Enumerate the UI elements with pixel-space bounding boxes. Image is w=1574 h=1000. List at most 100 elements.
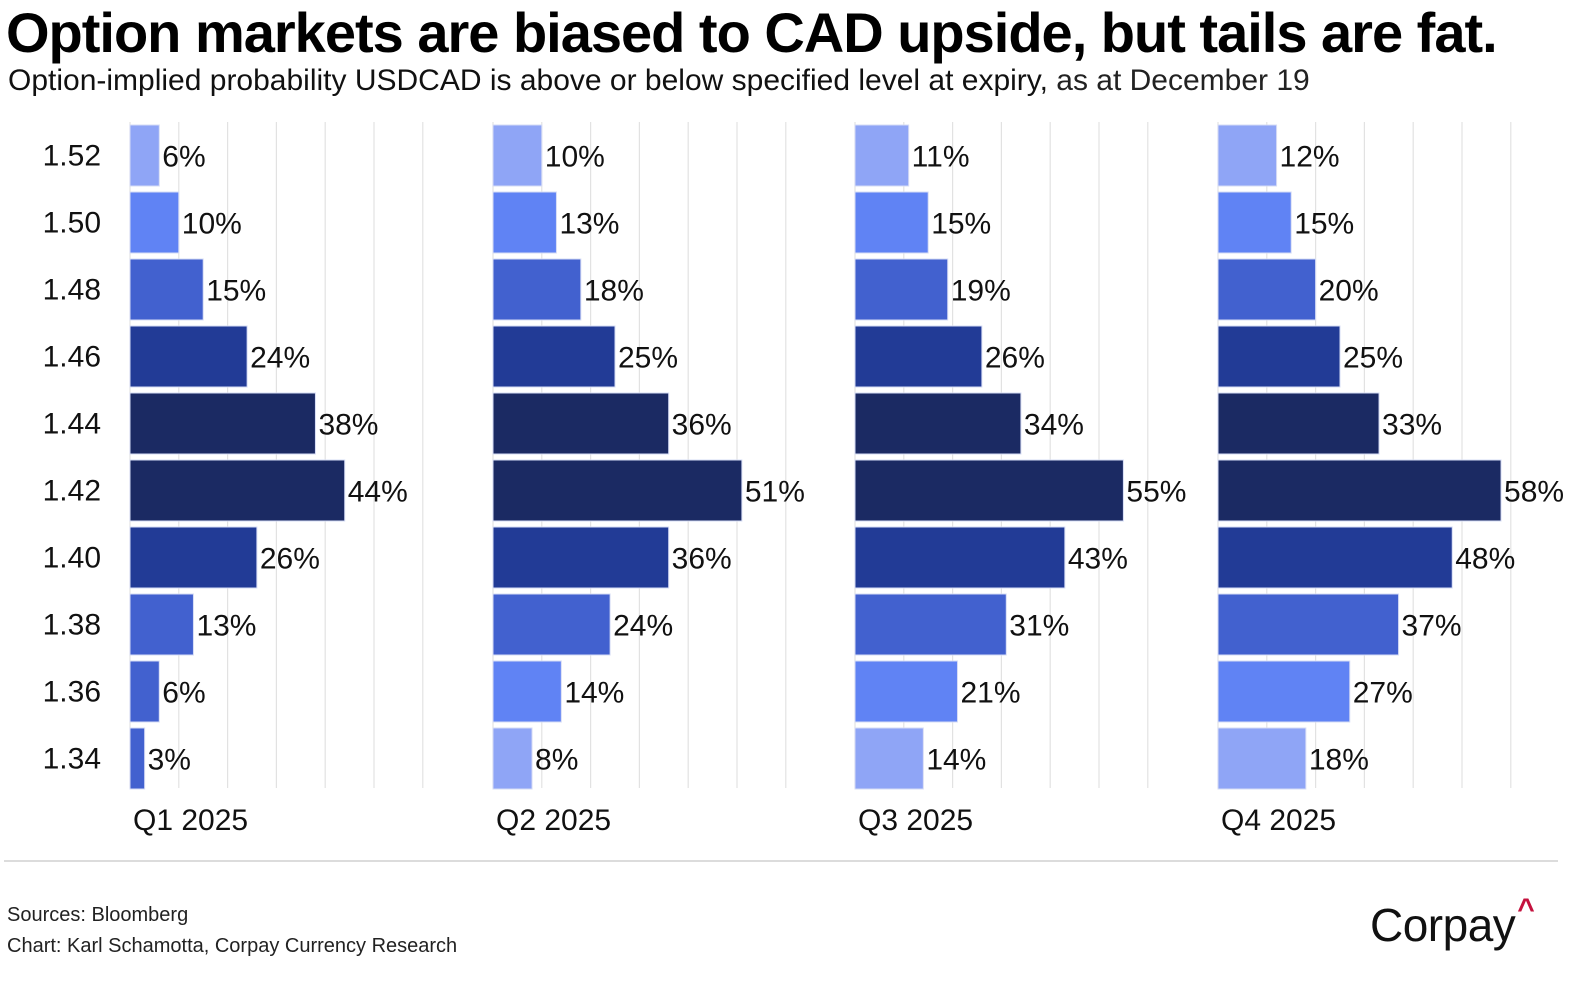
bar bbox=[129, 392, 316, 455]
logo-text: Corpay bbox=[1370, 899, 1516, 951]
bar bbox=[492, 392, 670, 455]
bar bbox=[1217, 325, 1341, 388]
chart-title: Option markets are biased to CAD upside,… bbox=[6, 1, 1498, 64]
data-label: 14% bbox=[564, 677, 624, 710]
bar bbox=[1217, 459, 1502, 522]
data-label: 20% bbox=[1319, 275, 1379, 308]
panel-q4-2025: 12% 15% 20% 25% 33% 58% 48% 37% 27% 18% Q4 2025 bbox=[1217, 122, 1564, 837]
y-tick-label: 1.50 bbox=[43, 207, 101, 240]
y-tick-label: 1.48 bbox=[43, 274, 101, 307]
bar bbox=[854, 191, 929, 254]
y-tick-label: 1.44 bbox=[43, 408, 101, 441]
data-label: 24% bbox=[250, 342, 310, 375]
data-label: 37% bbox=[1402, 610, 1462, 643]
data-label: 6% bbox=[162, 677, 205, 710]
bar bbox=[1217, 727, 1307, 790]
panel-label: Q2 2025 bbox=[496, 804, 611, 837]
data-label: 27% bbox=[1353, 677, 1413, 710]
data-label: 10% bbox=[545, 141, 605, 174]
bar bbox=[854, 593, 1007, 656]
data-label: 25% bbox=[618, 342, 678, 375]
panel-q2-2025: 10% 13% 18% 25% 36% 51% 36% 24% 14% 8% Q2 2025 bbox=[492, 122, 805, 837]
data-label: 24% bbox=[613, 610, 673, 643]
footer-divider bbox=[4, 860, 1558, 862]
bar bbox=[854, 660, 958, 723]
data-label: 33% bbox=[1382, 409, 1442, 442]
data-label: 13% bbox=[196, 610, 256, 643]
y-tick-label: 1.34 bbox=[43, 743, 101, 776]
bar bbox=[1217, 191, 1292, 254]
data-label: 15% bbox=[931, 208, 991, 241]
y-tick-label: 1.52 bbox=[43, 140, 101, 173]
sources-note: Sources: Bloomberg bbox=[7, 904, 189, 926]
data-label: 51% bbox=[745, 476, 805, 509]
logo-caret-icon: ^ bbox=[1517, 893, 1535, 926]
bar bbox=[1217, 392, 1380, 455]
bar bbox=[129, 124, 160, 187]
data-label: 11% bbox=[912, 141, 970, 174]
data-label: 36% bbox=[672, 409, 732, 442]
chart-subtitle: Option-implied probability USDCAD is abo… bbox=[8, 64, 1310, 98]
bar bbox=[1217, 593, 1400, 656]
data-label: 15% bbox=[1294, 208, 1354, 241]
data-label: 48% bbox=[1455, 543, 1515, 576]
bar bbox=[854, 727, 924, 790]
data-label: 13% bbox=[559, 208, 619, 241]
data-label: 36% bbox=[672, 543, 732, 576]
data-label: 34% bbox=[1024, 409, 1084, 442]
bar bbox=[129, 459, 346, 522]
bar bbox=[129, 258, 204, 321]
bar bbox=[1217, 258, 1317, 321]
data-label: 19% bbox=[951, 275, 1011, 308]
bar bbox=[492, 191, 557, 254]
data-label: 18% bbox=[584, 275, 644, 308]
bar bbox=[854, 325, 983, 388]
data-label: 31% bbox=[1009, 610, 1069, 643]
y-tick-label: 1.46 bbox=[43, 341, 101, 374]
panel-label: Q4 2025 bbox=[1221, 804, 1336, 837]
bar bbox=[129, 191, 180, 254]
data-label: 10% bbox=[182, 208, 242, 241]
bar bbox=[492, 459, 743, 522]
bar bbox=[1217, 124, 1278, 187]
subtitle-main: Option-implied probability USDCAD is abo… bbox=[8, 64, 1048, 97]
y-tick-label: 1.42 bbox=[43, 475, 101, 508]
data-label: 18% bbox=[1309, 744, 1369, 777]
bar-chart: 1.52 1.50 1.48 1.46 1.44 1.42 1.40 1.38 1.36 1.34… bbox=[43, 122, 1564, 837]
subtitle-date: as at December 19 bbox=[1047, 64, 1310, 97]
y-tick-label: 1.36 bbox=[43, 676, 101, 709]
corpay-logo: Corpay^ bbox=[1370, 893, 1535, 952]
data-label: 12% bbox=[1280, 141, 1340, 174]
data-label: 25% bbox=[1343, 342, 1403, 375]
data-label: 55% bbox=[1126, 476, 1186, 509]
bar bbox=[1217, 526, 1453, 589]
data-label: 44% bbox=[348, 476, 408, 509]
bar bbox=[492, 325, 616, 388]
bar bbox=[129, 325, 248, 388]
panel-q1-2025: 6% 10% 15% 24% 38% 44% 26% 13% 6% 3% Q1 2025 bbox=[129, 122, 424, 837]
panel-label: Q1 2025 bbox=[133, 804, 248, 837]
panel-label: Q3 2025 bbox=[858, 804, 973, 837]
data-label: 8% bbox=[535, 744, 578, 777]
y-tick-label: 1.40 bbox=[43, 542, 101, 575]
bar bbox=[492, 526, 670, 589]
chart-credit: Chart: Karl Schamotta, Corpay Currency R… bbox=[7, 935, 458, 957]
data-label: 38% bbox=[318, 409, 378, 442]
bar bbox=[854, 459, 1124, 522]
data-label: 3% bbox=[148, 744, 191, 777]
data-label: 14% bbox=[926, 744, 986, 777]
bar bbox=[492, 593, 611, 656]
bar bbox=[492, 660, 562, 723]
bar bbox=[492, 258, 582, 321]
y-tick-label: 1.38 bbox=[43, 609, 101, 642]
bar bbox=[854, 258, 949, 321]
bar bbox=[129, 727, 146, 790]
bar bbox=[492, 727, 533, 790]
data-label: 15% bbox=[206, 275, 266, 308]
bar bbox=[492, 124, 543, 187]
data-label: 43% bbox=[1068, 543, 1128, 576]
bar bbox=[1217, 660, 1351, 723]
data-label: 26% bbox=[260, 543, 320, 576]
data-label: 6% bbox=[162, 141, 205, 174]
bar bbox=[129, 593, 194, 656]
